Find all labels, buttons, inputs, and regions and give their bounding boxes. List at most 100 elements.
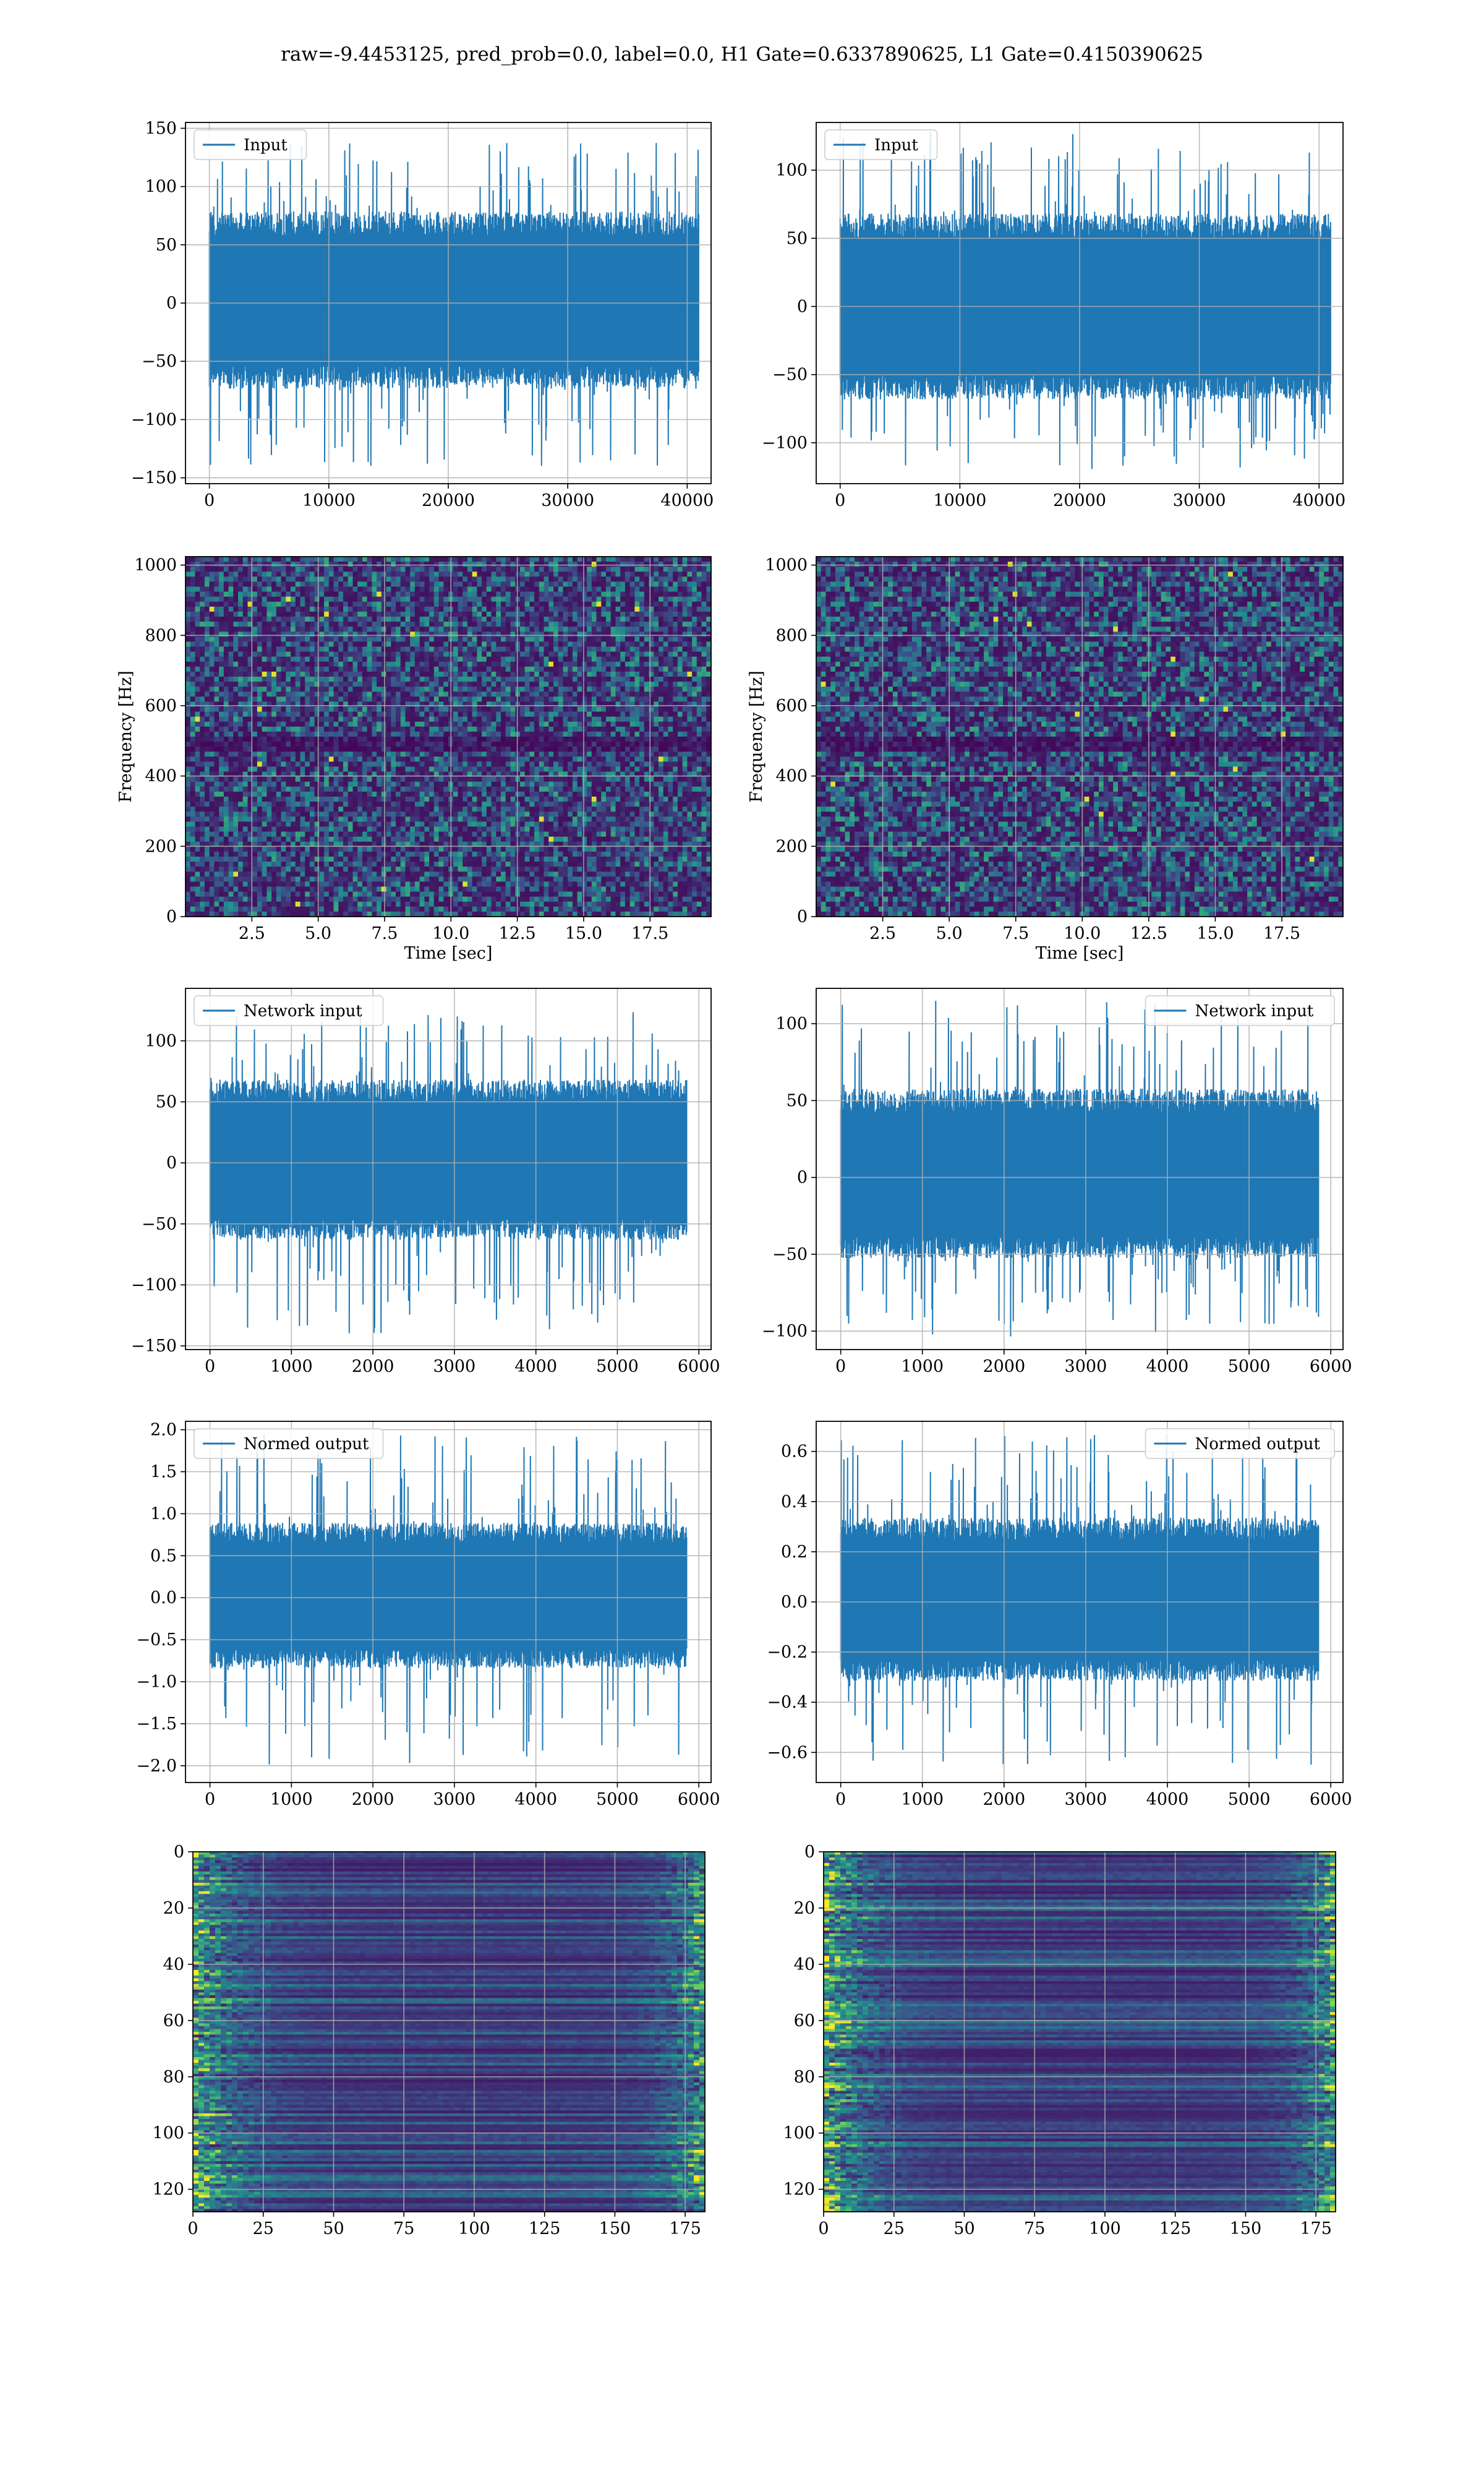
x-tick-label: 7.5 xyxy=(1002,924,1029,943)
y-tick-label: −2.0 xyxy=(136,1757,177,1776)
x-tick-label: 5000 xyxy=(596,1790,639,1809)
legend-label: Network input xyxy=(1195,1002,1314,1021)
x-tick-label: 0 xyxy=(818,2219,829,2238)
normed-output-l1-chart: 0 1000 2000 3000 4000 5000 6000 −0.6 −0.4 −0.2 0.0… xyxy=(767,1421,1352,1809)
legend-label: Input xyxy=(874,136,918,155)
x-tick-label: 15.0 xyxy=(565,924,602,943)
y-tick-label: 60 xyxy=(163,2011,184,2031)
x-tick-label: 6000 xyxy=(678,1357,720,1376)
y-tick-label: −50 xyxy=(142,352,177,371)
y-tick-label: −100 xyxy=(131,410,177,429)
y-tick-label: 150 xyxy=(145,119,177,138)
x-tick-label: 10.0 xyxy=(432,924,469,943)
y-tick-label: 0 xyxy=(166,294,177,313)
y-tick-label: 200 xyxy=(775,837,808,856)
x-tick-label: 5.0 xyxy=(936,924,963,943)
y-tick-label: 400 xyxy=(145,767,177,786)
y-tick-label: 20 xyxy=(794,1899,815,1918)
y-tick-label: 600 xyxy=(775,696,808,716)
y-tick-label: −0.2 xyxy=(767,1643,808,1662)
y-tick-label: 0.0 xyxy=(781,1593,808,1612)
y-tick-label: 40 xyxy=(163,1955,184,1974)
x-tick-label: 10.0 xyxy=(1064,924,1101,943)
y-tick-label: 0 xyxy=(804,1843,815,1862)
input-h1-plot-area xyxy=(186,122,711,484)
y-tick-label: 100 xyxy=(775,1014,808,1034)
y-tick-label: 80 xyxy=(163,2068,184,2087)
x-tick-label: 15.0 xyxy=(1196,924,1234,943)
y-tick-label: 2.0 xyxy=(150,1421,177,1440)
y-tick-label: 20 xyxy=(163,1899,184,1918)
y-tick-label: 800 xyxy=(145,626,177,645)
y-tick-label: 100 xyxy=(775,161,808,180)
y-tick-label: −0.4 xyxy=(767,1693,808,1712)
network-input-l1-chart: 0 1000 2000 3000 4000 5000 6000 −100 −50 0 50 100 Ne… xyxy=(762,988,1352,1376)
normed-output-h1-plot-area xyxy=(186,1421,711,1783)
y-tick-label: 1000 xyxy=(765,556,808,575)
normed-output-l1-series-line xyxy=(840,1434,1320,1765)
x-tick-label: 100 xyxy=(1089,2219,1121,2238)
y-tick-label: −50 xyxy=(142,1215,177,1234)
spectrogram-h1-heatmap-cells xyxy=(186,557,711,917)
y-tick-label: 200 xyxy=(145,837,177,856)
y-axis-label: Frequency [Hz] xyxy=(747,670,766,802)
network-input-l1-axes-frame xyxy=(816,988,1344,1350)
x-tick-label: 25 xyxy=(884,2219,905,2238)
y-tick-label: −150 xyxy=(131,469,177,488)
x-tick-label: 0 xyxy=(205,1790,215,1809)
spectrogram-l1-axes-frame xyxy=(816,556,1344,917)
x-tick-label: 0 xyxy=(835,1357,846,1376)
y-tick-label: 0.5 xyxy=(150,1546,177,1565)
x-tick-label: 50 xyxy=(953,2219,974,2238)
y-tick-label: 60 xyxy=(794,2011,815,2031)
y-tick-label: 600 xyxy=(145,696,177,716)
y-tick-label: −0.6 xyxy=(767,1743,808,1762)
y-tick-label: 0.6 xyxy=(781,1442,808,1462)
y-tick-label: 80 xyxy=(794,2068,815,2087)
feature-map-h1-chart: 0 25 50 75 100 125 150 175 0 20 40 60 80 100 120 xyxy=(152,1843,706,2238)
input-h1-series-line xyxy=(208,143,699,466)
legend-label: Normed output xyxy=(244,1435,369,1453)
input-h1-legend: Input xyxy=(194,129,307,160)
x-tick-label: 100 xyxy=(458,2219,490,2238)
normed-output-h1-legend: Normed output xyxy=(194,1428,384,1459)
y-tick-label: 400 xyxy=(775,767,808,786)
y-tick-label: −0.5 xyxy=(136,1630,177,1650)
x-tick-label: 4000 xyxy=(514,1790,557,1809)
x-tick-label: 25 xyxy=(253,2219,274,2238)
y-tick-label: 120 xyxy=(783,2180,815,2199)
x-tick-label: 175 xyxy=(1300,2219,1332,2238)
input-h1-chart: 0 10000 20000 30000 40000 −150 −100 −50 0 50 100 15… xyxy=(131,119,714,510)
legend-label: Input xyxy=(244,136,288,155)
y-tick-label: 0 xyxy=(797,907,808,927)
spectrogram-l1-grid xyxy=(816,557,1343,917)
network-input-l1-legend: Network input xyxy=(1145,995,1335,1026)
x-tick-label: 1000 xyxy=(901,1357,944,1376)
x-tick-label: 3000 xyxy=(433,1357,476,1376)
x-axis-label: Time [sec] xyxy=(404,944,493,963)
x-tick-label: 12.5 xyxy=(499,924,536,943)
network-input-h1-legend: Network input xyxy=(194,995,384,1026)
network-input-h1-series-line xyxy=(209,1012,688,1333)
input-l1-legend: Input xyxy=(824,129,938,160)
spectrogram-h1-chart: 2.5 5.0 7.5 10.0 12.5 15.0 17.5 0 200 400 600 800 10… xyxy=(116,556,712,963)
y-tick-label: −150 xyxy=(131,1337,177,1356)
spectrogram-h1-axes-frame xyxy=(185,556,712,917)
y-tick-label: 0.4 xyxy=(781,1492,808,1512)
x-tick-label: 12.5 xyxy=(1130,924,1167,943)
x-tick-label: 2000 xyxy=(352,1790,394,1809)
feature-map-h1-plot-area xyxy=(193,1852,705,2212)
feature-map-h1-axes-frame xyxy=(192,1851,706,2212)
y-tick-label: 100 xyxy=(152,2124,184,2143)
x-tick-label: 5.0 xyxy=(305,924,331,943)
feature-map-l1-axes-frame xyxy=(823,1851,1336,2212)
x-tick-label: 6000 xyxy=(1310,1790,1352,1809)
x-tick-label: 0 xyxy=(204,491,215,510)
x-tick-label: 2.5 xyxy=(239,924,265,943)
feature-map-h1-grid xyxy=(193,1852,705,2212)
feature-map-l1-grid xyxy=(824,1852,1336,2212)
y-tick-label: −1.5 xyxy=(136,1714,177,1734)
x-tick-label: 30000 xyxy=(1173,491,1226,510)
y-tick-label: 0 xyxy=(166,1154,177,1173)
x-tick-label: 0 xyxy=(205,1357,215,1376)
